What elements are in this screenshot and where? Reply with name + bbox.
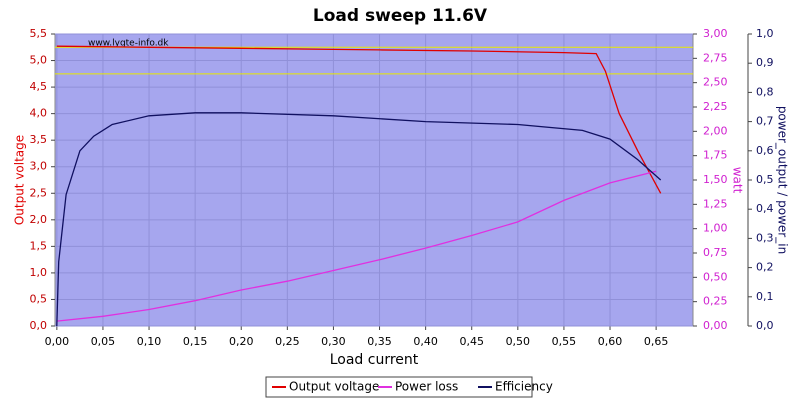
x-tick-label: 0,05: [91, 335, 116, 348]
x-tick-label: 0,55: [552, 335, 577, 348]
y2-tick-label: 0,25: [703, 295, 728, 308]
x-tick-label: 0,15: [183, 335, 208, 348]
y3-tick-label: 0,7: [756, 115, 774, 128]
x-tick-label: 0,30: [321, 335, 346, 348]
x-axis-label: Load current: [330, 352, 419, 368]
y2-tick-label: 2,25: [703, 100, 728, 113]
y3-tick-label: 0,6: [756, 144, 774, 157]
y2-tick-label: 0,50: [703, 270, 728, 283]
y3-tick-label: 0,8: [756, 85, 774, 98]
y-tick-label: 1,0: [30, 266, 48, 279]
x-tick-label: 0,35: [367, 335, 392, 348]
y2-tick-label: 0,75: [703, 246, 728, 259]
y2-tick-label: 0,00: [703, 319, 728, 332]
x-tick-label: 0,20: [229, 335, 254, 348]
x-tick-label: 0,25: [275, 335, 300, 348]
line: [56, 112, 662, 327]
y2-tick-label: 3,00: [703, 27, 728, 40]
legend-label: Efficiency: [495, 380, 553, 394]
y-tick-label: 0,5: [30, 292, 48, 305]
y3-tick-label: 0,9: [756, 56, 774, 69]
y-tick-label: 4,0: [30, 107, 48, 120]
x-tick-label: 0,10: [137, 335, 162, 348]
y-axis-label: Output voltage: [13, 135, 27, 225]
y-tick-label: 5,5: [30, 27, 48, 40]
watermark: www.lygte-info.dk: [88, 39, 169, 49]
x-tick-label: 0,40: [413, 335, 438, 348]
y-tick-label: 1,5: [30, 239, 48, 252]
chart-title: Load sweep 11.6V: [313, 6, 488, 26]
y2-tick-label: 2,50: [703, 76, 728, 89]
legend-box: [265, 376, 533, 398]
y3-tick-label: 0,1: [756, 290, 774, 303]
plot-area: [54, 33, 694, 327]
y2-tick-label: 2,75: [703, 51, 728, 64]
y-tick-label: 5,0: [30, 54, 48, 67]
y2-axis-label: watt: [731, 167, 745, 194]
y3-tick-label: 0,3: [756, 231, 774, 244]
line: [56, 170, 657, 322]
y-tick-label: 0,0: [30, 319, 48, 332]
y-tick-label: 3,0: [30, 160, 48, 173]
y-tick-label: 4,5: [30, 80, 48, 93]
y3-tick-label: 0,5: [756, 173, 774, 186]
x-tick-label: 0,60: [598, 335, 623, 348]
y2-tick-label: 1,00: [703, 222, 728, 235]
legend-label: Power loss: [395, 380, 458, 394]
y3-tick-label: 0,2: [756, 261, 774, 274]
y2-tick-label: 1,75: [703, 149, 728, 162]
y2-tick-label: 1,50: [703, 173, 728, 186]
y3-tick-label: 0,0: [756, 319, 774, 332]
x-tick-label: 0,00: [45, 335, 70, 348]
y3-tick-label: 1,0: [756, 27, 774, 40]
y-tick-label: 2,5: [30, 186, 48, 199]
y2-tick-label: 1,25: [703, 197, 728, 210]
y2-tick-label: 2,00: [703, 124, 728, 137]
y-tick-label: 2,0: [30, 213, 48, 226]
y3-tick-label: 0,4: [756, 202, 774, 215]
y3-axis-label: power_output / power_in: [776, 106, 790, 254]
legend-label: Output voltage: [289, 380, 379, 394]
x-tick-label: 0,45: [459, 335, 484, 348]
line: [56, 45, 662, 194]
y-tick-label: 3,5: [30, 133, 48, 146]
x-tick-label: 0,65: [644, 335, 669, 348]
x-tick-label: 0,50: [506, 335, 531, 348]
